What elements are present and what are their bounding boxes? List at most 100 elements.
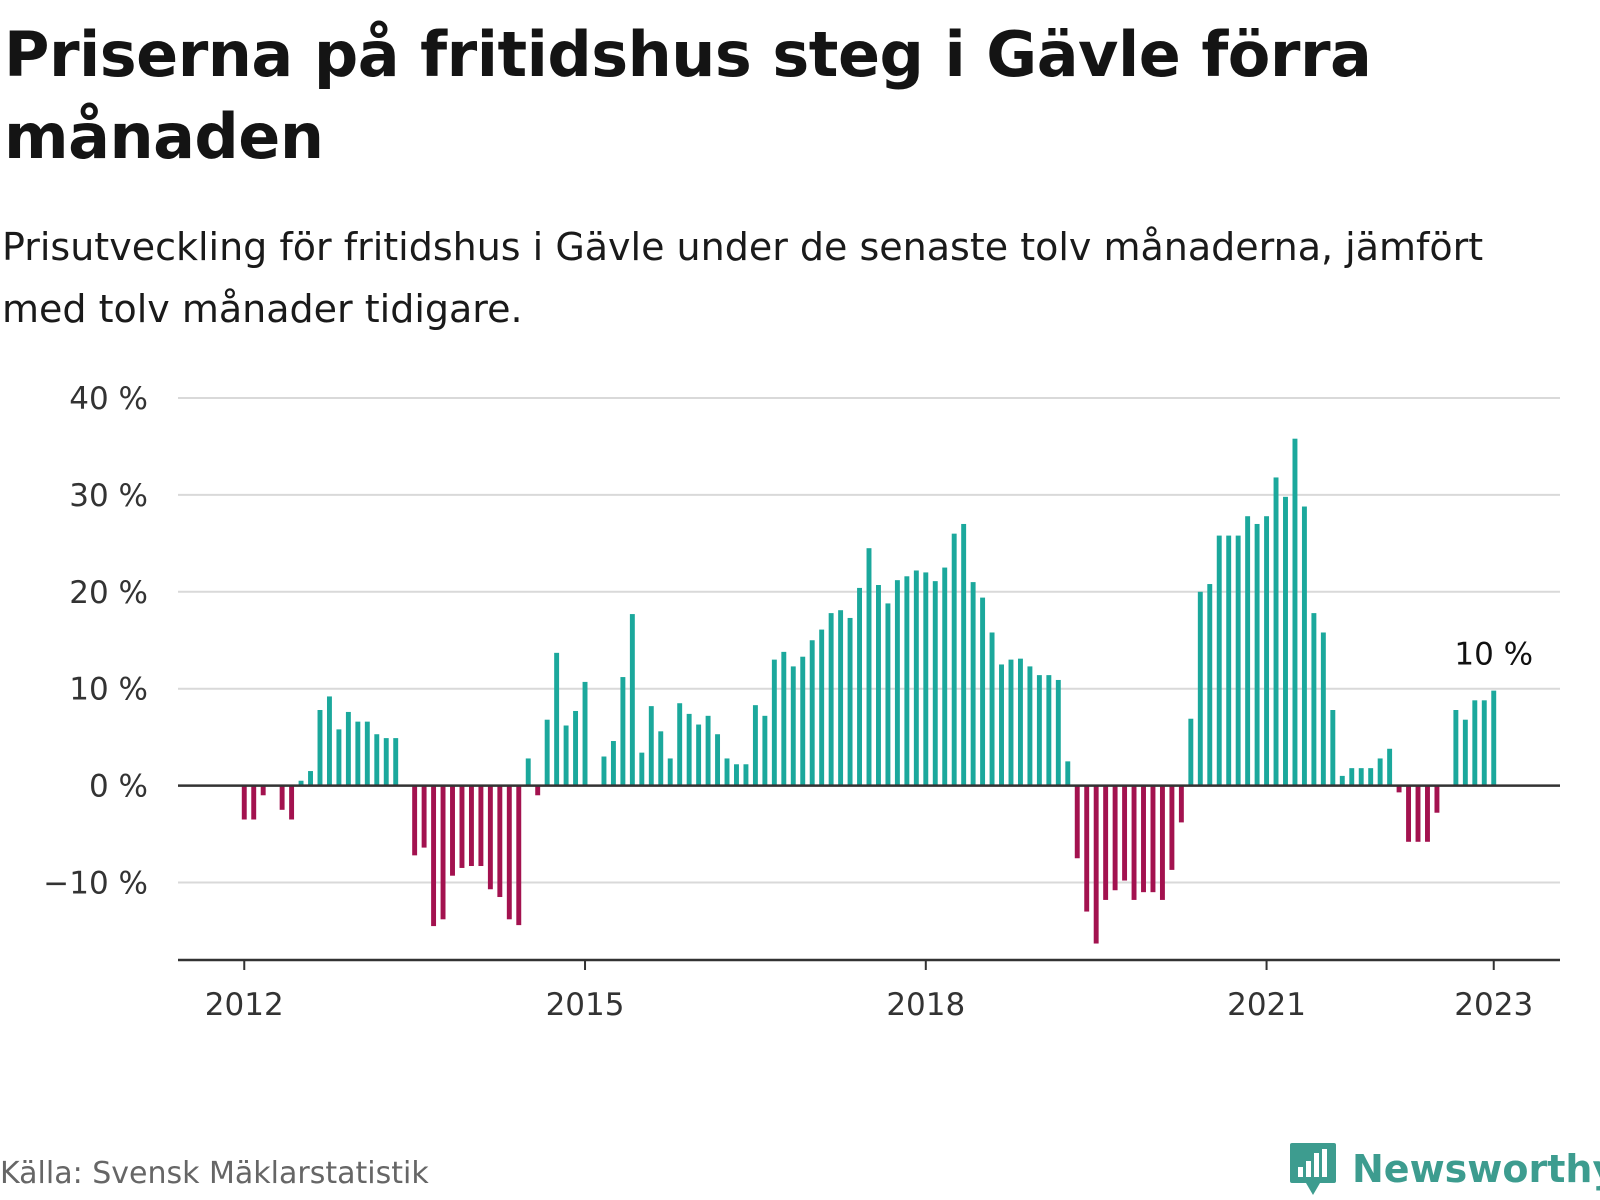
bar bbox=[800, 656, 806, 786]
bar bbox=[478, 785, 484, 867]
bar bbox=[1368, 768, 1374, 786]
bar bbox=[412, 785, 418, 856]
y-tick-label: 10 % bbox=[69, 672, 148, 708]
bar bbox=[894, 580, 900, 786]
bar bbox=[1292, 438, 1298, 786]
bar bbox=[497, 785, 503, 898]
bar bbox=[1112, 785, 1118, 891]
bar bbox=[1216, 535, 1222, 786]
bar bbox=[1207, 584, 1213, 786]
bar bbox=[326, 696, 332, 786]
bar bbox=[724, 758, 730, 786]
bar bbox=[1283, 496, 1288, 786]
bar bbox=[1254, 523, 1260, 786]
bar bbox=[1406, 785, 1412, 842]
bars bbox=[241, 438, 1497, 944]
bar bbox=[374, 734, 380, 786]
bar bbox=[1415, 785, 1421, 842]
bar bbox=[1159, 785, 1165, 900]
bar bbox=[1425, 785, 1430, 842]
bar bbox=[516, 785, 522, 926]
bar bbox=[1017, 658, 1023, 786]
newsworthy-bar-chart-icon bbox=[1290, 1143, 1336, 1195]
bar bbox=[790, 666, 796, 786]
bar bbox=[951, 533, 957, 786]
bar bbox=[289, 785, 295, 820]
bar bbox=[459, 785, 465, 868]
bar bbox=[563, 725, 569, 786]
bar bbox=[686, 713, 692, 786]
bar bbox=[336, 729, 342, 786]
bar bbox=[1264, 516, 1270, 786]
bar bbox=[1235, 535, 1241, 786]
bar bbox=[961, 523, 967, 786]
bar bbox=[847, 617, 853, 786]
bar bbox=[251, 785, 257, 820]
bar bbox=[601, 756, 607, 786]
chart-title: Priserna på fritidshus steg i Gävle förr… bbox=[4, 18, 1372, 173]
bar bbox=[1377, 758, 1383, 786]
bar bbox=[1358, 768, 1364, 786]
bar bbox=[610, 741, 616, 786]
x-tick-label: 2015 bbox=[546, 987, 625, 1023]
bar bbox=[544, 719, 550, 786]
bar bbox=[421, 785, 427, 848]
bar bbox=[838, 610, 844, 786]
bar bbox=[809, 640, 815, 786]
y-tick-label: 30 % bbox=[69, 478, 148, 514]
bar bbox=[1491, 690, 1497, 786]
bar bbox=[762, 715, 768, 786]
bar bbox=[658, 731, 664, 786]
bar bbox=[1084, 785, 1090, 912]
bar bbox=[1339, 775, 1345, 786]
brand-name: Newsworthy bbox=[1352, 1147, 1600, 1191]
bar bbox=[1055, 679, 1061, 786]
bar bbox=[582, 681, 588, 786]
bar bbox=[1027, 666, 1033, 786]
bar bbox=[1197, 591, 1203, 786]
bar bbox=[1188, 718, 1194, 786]
bar bbox=[677, 703, 683, 786]
bar bbox=[970, 582, 976, 786]
bar bbox=[1150, 785, 1156, 893]
bar bbox=[667, 758, 673, 786]
bar bbox=[1273, 477, 1279, 786]
x-tick-label: 2023 bbox=[1454, 987, 1533, 1023]
bar bbox=[989, 632, 995, 786]
bar bbox=[705, 715, 711, 786]
bar bbox=[1396, 785, 1402, 793]
bar bbox=[393, 738, 399, 786]
bar bbox=[866, 548, 872, 786]
bar bbox=[1320, 632, 1326, 786]
bar bbox=[1387, 748, 1393, 786]
bar bbox=[1226, 535, 1232, 786]
y-tick-label: 20 % bbox=[69, 575, 148, 611]
bar bbox=[1434, 785, 1440, 813]
bar bbox=[857, 587, 862, 786]
bar bbox=[487, 785, 493, 890]
bar bbox=[771, 659, 777, 786]
bar bbox=[298, 780, 304, 786]
bar bbox=[1301, 506, 1307, 786]
bar bbox=[1330, 710, 1336, 786]
x-axis-labels: 2012 2015 2018 2021 2023 bbox=[205, 960, 1533, 1023]
bar bbox=[241, 785, 247, 820]
bar bbox=[1046, 675, 1052, 786]
chart-subtitle: Prisutveckling för fritidshus i Gävle un… bbox=[2, 225, 1484, 331]
bar bbox=[345, 711, 351, 786]
axes bbox=[178, 784, 1560, 962]
bar-chart: −10 % 0 % 10 % 20 % 30 % 40 % 2012 2015 2018 202… bbox=[43, 381, 1560, 1023]
brand-logo: Newsworthy bbox=[1288, 1138, 1600, 1200]
bar bbox=[468, 785, 474, 867]
bar bbox=[1093, 785, 1099, 944]
bar bbox=[1008, 659, 1014, 786]
bar bbox=[1472, 700, 1478, 786]
bar bbox=[440, 785, 446, 920]
bar bbox=[819, 629, 825, 786]
bar bbox=[648, 706, 654, 786]
bar bbox=[1141, 785, 1146, 893]
bar bbox=[752, 705, 758, 786]
bar bbox=[629, 614, 635, 786]
bar bbox=[450, 785, 455, 876]
bar bbox=[355, 721, 361, 786]
